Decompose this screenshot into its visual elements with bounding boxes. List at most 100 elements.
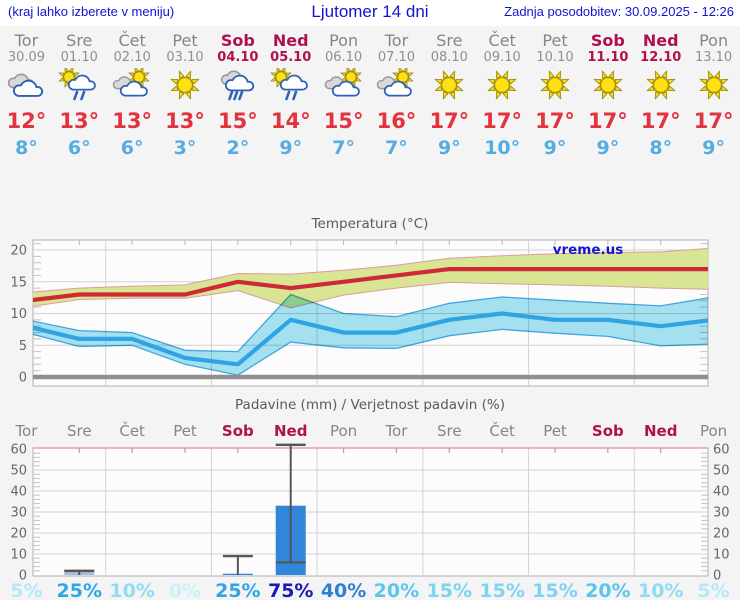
precip-day-label: Pon (330, 422, 357, 440)
cloud-sun-icon (324, 66, 362, 97)
weather-icon-cell (159, 68, 212, 106)
day-name: Sob (220, 31, 255, 50)
temp-max: 17° (535, 109, 575, 133)
precip-day-label: Tor (14, 422, 38, 440)
day-date: 10.10 (536, 50, 574, 65)
day-date: 09.10 (483, 50, 521, 65)
forecast-day: Čet 09.10 17° 10° (476, 24, 529, 160)
temp-min: 9° (437, 137, 461, 159)
weather-icon-cell (423, 68, 476, 106)
weather-icon-cell (370, 66, 423, 106)
day-date: 02.10 (113, 50, 151, 65)
page-title: Ljutomer 14 dni (311, 2, 429, 21)
forecast-day: Pet 10.10 17° 9° (529, 24, 582, 160)
sun-icon (699, 70, 728, 100)
day-date: 11.10 (587, 50, 629, 65)
forecast-day: Pet 03.10 13° 3° (159, 24, 212, 160)
weather-icon-cell (106, 66, 159, 106)
temp-min: 9° (279, 137, 303, 159)
precip-y-tick-left: 20 (10, 527, 27, 542)
precip-y-tick-right: 50 (713, 464, 730, 479)
precip-y-tick-right: 20 (713, 527, 730, 542)
temp-min: 7° (385, 137, 408, 159)
sun-icon (434, 70, 464, 100)
temp-min: 10° (484, 137, 521, 159)
weather-icon-cell (264, 66, 317, 106)
forecast-day: Čet 02.10 13° 6° (106, 24, 159, 160)
precip-chart-title: Padavine (mm) / Verjetnost padavin (%) (235, 397, 505, 413)
precip-y-tick-left: 40 (10, 485, 27, 500)
precip-probability: 20% (374, 580, 419, 600)
temp-y-tick: 15 (10, 275, 27, 290)
day-date: 03.10 (166, 50, 204, 65)
precip-y-tick-right: 0 (713, 569, 721, 584)
forecast-day: Sre 08.10 17° 9° (423, 24, 476, 160)
sun-icon (540, 70, 570, 100)
day-date: 04.10 (217, 50, 259, 65)
precip-y-tick-right: 40 (713, 485, 730, 500)
precip-y-tick-right: 30 (713, 506, 730, 521)
day-name: Ned (272, 31, 309, 50)
weather-icon-cell (53, 66, 106, 106)
tmin-uncertainty-band (33, 293, 708, 376)
weather-icon-cell (0, 68, 53, 106)
temp-max: 15° (323, 109, 364, 133)
precip-probability: 10% (638, 580, 683, 600)
precip-probability: 5% (10, 580, 42, 600)
precip-day-label: Sre (437, 422, 462, 440)
precip-y-tick-right: 60 (713, 443, 730, 458)
temp-min: 7° (332, 137, 355, 159)
forecast-strip: Tor 30.09 12° 8° Sre 01.10 13° 6° Čet 02… (0, 24, 740, 160)
sun-icon (487, 70, 517, 100)
temp-min: 8° (649, 137, 673, 159)
temp-max: 17° (693, 109, 734, 133)
forecast-day: Ned 12.10 17° 8° (634, 24, 687, 160)
precip-y-tick-left: 10 (10, 548, 27, 563)
day-name: Tor (14, 31, 39, 50)
precip-day-label: Pet (173, 422, 197, 440)
forecast-day: Ned 05.10 14° 9° (264, 24, 317, 160)
weather-icon-cell (211, 68, 264, 106)
day-date: 30.09 (7, 50, 46, 65)
day-date: 13.10 (694, 50, 733, 65)
precip-day-label: Sre (67, 422, 92, 440)
precip-y-tick-left: 30 (10, 506, 27, 521)
menu-hint-text: (kraj lahko izberete v meniju) (8, 4, 175, 19)
forecast-day: Pon 13.10 17° 9° (687, 24, 740, 160)
precip-y-tick-left: 0 (19, 569, 27, 584)
temp-y-tick: 10 (10, 307, 27, 322)
day-name: Sre (66, 31, 93, 50)
day-name: Pon (699, 31, 729, 50)
weather-icon-cell (476, 68, 529, 106)
precip-day-label: Sob (222, 422, 254, 440)
precip-day-label: Pon (700, 422, 727, 440)
temp-max: 13° (112, 109, 153, 133)
temp-max: 17° (588, 109, 628, 133)
precip-y-tick-left: 50 (10, 464, 27, 479)
weather-icon-cell (529, 68, 582, 106)
last-update-text: Zadnja posodobitev: 30.09.2025 - 12:26 (504, 4, 734, 19)
forecast-day: Tor 07.10 16° 7° (370, 24, 423, 160)
precip-day-label: Tor (384, 422, 408, 440)
temp-min: 3° (173, 137, 197, 159)
forecast-day: Tor 30.09 12° 8° (0, 24, 53, 160)
forecast-day: Pon 06.10 15° 7° (317, 24, 370, 160)
tmax-line (33, 266, 708, 303)
clouds-rain-icon (220, 70, 255, 101)
cloud-sun-icon (112, 66, 150, 97)
temp-max: 13° (165, 109, 205, 133)
temperature-chart: 0 5 10 15 20 Temperatura (°C) vreme.us (10, 216, 709, 387)
weather-icon-cell (317, 66, 370, 106)
watermark-link[interactable]: vreme.us (553, 242, 624, 258)
tmin-line (33, 311, 708, 367)
sun-icon (593, 70, 623, 100)
precip-day-label: Pet (543, 422, 567, 440)
precip-day-label: Čet (119, 421, 145, 440)
precip-probability: 0% (169, 580, 201, 600)
sun-cloud-rain-icon (270, 66, 308, 101)
sun-icon (170, 70, 200, 100)
day-name: Čet (488, 31, 516, 50)
temp-min: 6° (120, 137, 144, 159)
precipitation-chart: Padavine (mm) / Verjetnost padavin (%) To… (10, 397, 730, 600)
precip-day-label: Ned (644, 422, 677, 440)
